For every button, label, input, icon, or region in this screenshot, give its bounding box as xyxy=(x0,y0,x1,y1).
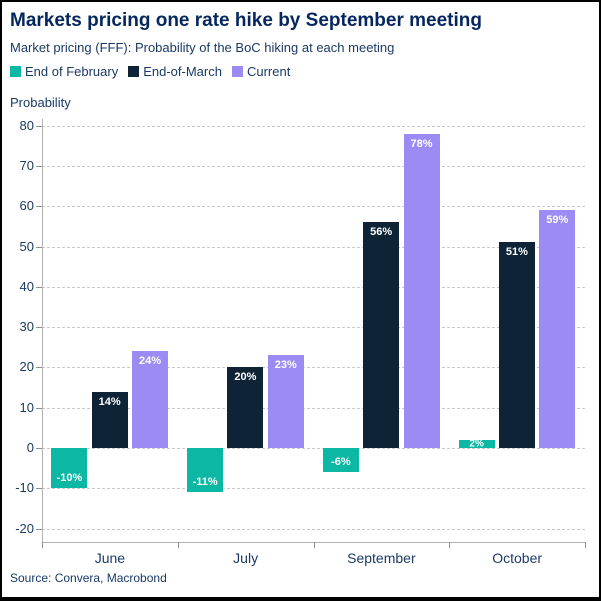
bar-data-label: -11% xyxy=(192,476,218,489)
x-tick-1 xyxy=(177,542,179,548)
legend-item-2: Current xyxy=(231,64,291,79)
x-category-label-october: October xyxy=(492,550,543,566)
y-tick-10 xyxy=(36,407,42,409)
x-tick-4 xyxy=(585,542,586,548)
bar-current-september: 78% xyxy=(403,133,440,448)
x-tick-0 xyxy=(42,542,43,548)
bar-end-of-march-june: 14% xyxy=(91,391,128,448)
y-tick-label-70: 70 xyxy=(19,157,34,173)
x-tick-3 xyxy=(449,542,451,548)
bar-current-july: 23% xyxy=(267,355,304,448)
gridline-0 xyxy=(42,448,585,449)
x-tick-2 xyxy=(313,542,315,548)
legend: End of February End-of-March Current xyxy=(10,64,290,79)
bar-data-label: 51% xyxy=(505,246,528,259)
bar-current-october: 59% xyxy=(539,210,576,448)
y-tick--10 xyxy=(36,488,42,490)
y-tick-70 xyxy=(36,165,42,167)
x-category-label-july: July xyxy=(233,550,259,566)
y-tick-label-50: 50 xyxy=(19,238,34,254)
y-tick-label-40: 40 xyxy=(19,278,34,294)
bar-end-of-march-october: 51% xyxy=(498,242,535,448)
gridline-80 xyxy=(42,125,585,127)
bar-data-label: 2% xyxy=(469,438,484,450)
legend-swatch-icon xyxy=(128,66,140,77)
y-tick-label-0: 0 xyxy=(26,440,34,455)
y-tick--20 xyxy=(36,528,42,530)
y-tick-60 xyxy=(36,206,42,208)
y-tick-0 xyxy=(36,448,42,449)
legend-label: Current xyxy=(246,64,291,79)
bar-data-label: -6% xyxy=(331,456,351,469)
bar-data-label: 20% xyxy=(234,371,257,384)
legend-item-0: End of February xyxy=(10,64,118,79)
gridline-30 xyxy=(42,327,585,329)
gridline--10 xyxy=(42,488,585,490)
gridline-20 xyxy=(42,367,585,369)
y-tick-label-80: 80 xyxy=(19,117,34,133)
bar-data-label: 59% xyxy=(546,214,569,227)
x-category-label-june: June xyxy=(94,550,126,566)
gridline--20 xyxy=(42,528,585,530)
bar-data-label: -10% xyxy=(56,472,83,485)
bar-data-label: 23% xyxy=(274,359,297,372)
bar-end-of-february-october: 2% xyxy=(458,438,495,450)
y-axis-title: Probability xyxy=(10,95,71,110)
gridline-10 xyxy=(42,407,585,409)
gridline-60 xyxy=(42,206,585,208)
y-tick-30 xyxy=(36,327,42,329)
bar-end-of-march-july: 20% xyxy=(227,367,264,448)
y-axis-line xyxy=(42,119,43,542)
bar-end-of-february-september: -6% xyxy=(322,448,359,473)
y-tick-label-60: 60 xyxy=(19,198,34,214)
y-tick-40 xyxy=(36,286,42,288)
y-tick-50 xyxy=(36,246,42,248)
gridline-40 xyxy=(42,286,585,288)
chart-subtitle: Market pricing (FFF): Probability of the… xyxy=(10,40,395,55)
y-tick-label--20: -20 xyxy=(15,520,34,536)
legend-item-1: End-of-March xyxy=(128,64,222,79)
bar-end-of-march-september: 56% xyxy=(363,222,400,448)
y-tick-label-20: 20 xyxy=(19,359,34,375)
source-note: Source: Convera, Macrobond xyxy=(10,571,167,585)
gridline-70 xyxy=(42,165,585,167)
y-tick-label--10: -10 xyxy=(15,480,34,496)
legend-swatch-icon xyxy=(10,66,21,77)
gridline-50 xyxy=(42,246,585,248)
chart-title: Markets pricing one rate hike by Septemb… xyxy=(10,10,482,31)
legend-label: End of February xyxy=(25,64,119,79)
bar-data-label: 56% xyxy=(370,226,393,239)
bar-data-label: 78% xyxy=(410,137,433,150)
y-tick-label-30: 30 xyxy=(19,319,34,335)
legend-swatch-icon xyxy=(231,66,243,77)
bar-end-of-february-july: -11% xyxy=(187,448,224,493)
legend-label: End-of-March xyxy=(143,64,222,79)
x-category-label-september: September xyxy=(347,550,416,566)
y-tick-80 xyxy=(36,125,42,127)
bar-current-june: 24% xyxy=(132,351,168,448)
y-tick-label-10: 10 xyxy=(19,399,34,415)
bar-data-label: 24% xyxy=(138,355,162,368)
bar-end-of-february-june: -10% xyxy=(51,448,88,489)
bar-data-label: 14% xyxy=(98,395,121,408)
y-tick-20 xyxy=(36,367,42,369)
